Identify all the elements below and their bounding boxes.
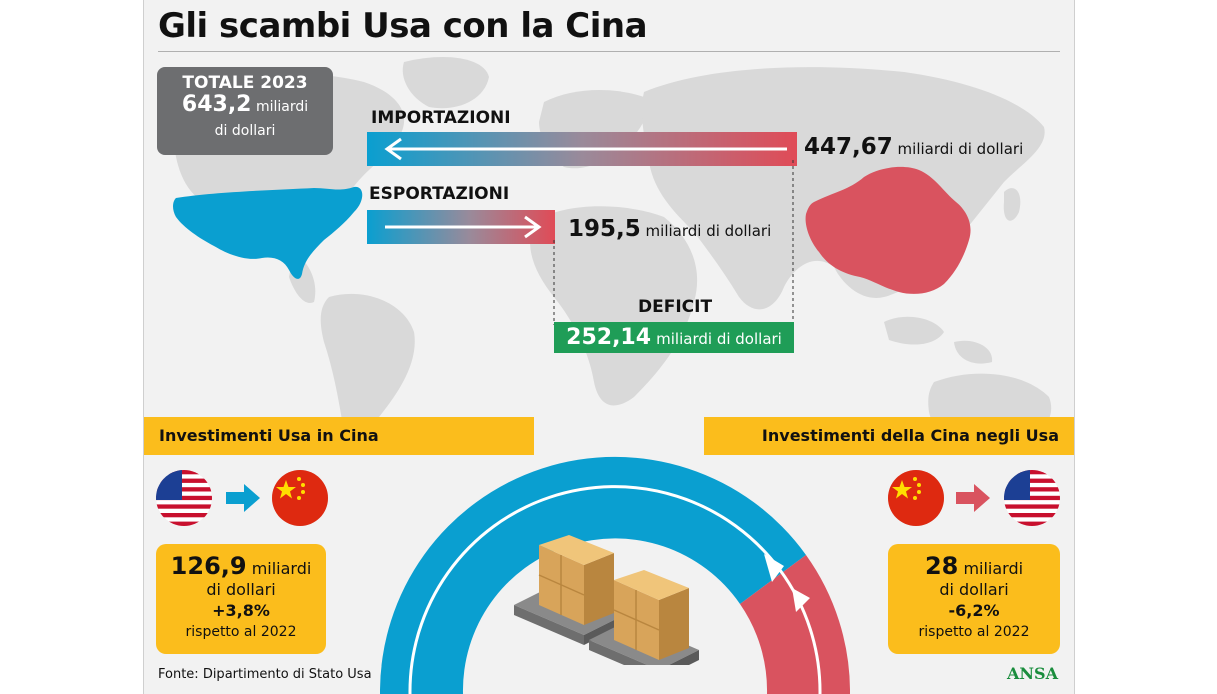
invest-cina-change: -6,2% bbox=[948, 601, 1000, 620]
deficit-guides bbox=[553, 160, 794, 325]
deficit-value: 252,14 bbox=[566, 325, 652, 350]
band-usa-in-cina: Investimenti Usa in Cina bbox=[144, 417, 534, 455]
infographic: Gli scambi Usa con la Cina bbox=[143, 0, 1075, 694]
esportazioni-value: 195,5 bbox=[568, 216, 641, 242]
esportazioni-label: ESPORTAZIONI bbox=[369, 184, 510, 204]
importazioni-amount: 447,67 miliardi di dollari bbox=[804, 134, 1023, 160]
invest-usa-unit2: di dollari bbox=[206, 580, 276, 599]
invest-cina-box: 28 miliardi di dollari -6,2% rispetto al… bbox=[888, 544, 1060, 654]
deficit-box: 252,14 miliardi di dollari bbox=[554, 322, 794, 353]
band-cina-negli-usa: Investimenti della Cina negli Usa bbox=[704, 417, 1074, 455]
totale-value: 643,2 bbox=[181, 92, 252, 117]
invest-cina-compare: rispetto al 2022 bbox=[918, 624, 1030, 640]
totale-unit2: di dollari bbox=[214, 123, 276, 139]
deficit-unit: miliardi di dollari bbox=[656, 330, 782, 348]
china-flag-icon bbox=[272, 470, 328, 526]
totale-box: TOTALE 2023 643,2 miliardi di dollari bbox=[157, 67, 333, 155]
china-flag-icon-right bbox=[888, 470, 944, 526]
page-title: Gli scambi Usa con la Cina bbox=[158, 6, 648, 46]
source-note: Fonte: Dipartimento di Stato Usa bbox=[158, 667, 372, 682]
esportazioni-amount: 195,5 miliardi di dollari bbox=[568, 216, 771, 242]
usa-flag-icon bbox=[156, 470, 212, 526]
world-map bbox=[173, 57, 1052, 450]
pallet-boxes-icon bbox=[514, 535, 699, 665]
ansa-logo: ANSA bbox=[1007, 664, 1059, 683]
invest-cina-unit2: di dollari bbox=[939, 580, 1009, 599]
esportazioni-unit: miliardi di dollari bbox=[645, 222, 772, 240]
importazioni-label: IMPORTAZIONI bbox=[371, 108, 511, 128]
deficit-label: DEFICIT bbox=[638, 297, 713, 317]
arc-arrow-icon bbox=[380, 456, 850, 694]
invest-usa-value: 126,9 bbox=[170, 552, 247, 580]
title-divider bbox=[158, 51, 1060, 52]
china-shape bbox=[805, 166, 971, 294]
invest-cina-value: 28 bbox=[924, 552, 959, 580]
usa-shape bbox=[173, 186, 363, 279]
usa-flag-icon-right bbox=[1004, 470, 1060, 526]
band-cina-label: Investimenti della Cina negli Usa bbox=[761, 426, 1059, 445]
importazioni-value: 447,67 bbox=[804, 134, 893, 160]
invest-usa-compare: rispetto al 2022 bbox=[185, 624, 297, 640]
band-usa-label: Investimenti Usa in Cina bbox=[159, 426, 379, 445]
arrow-right-icon bbox=[226, 484, 260, 512]
totale-heading: TOTALE 2023 bbox=[182, 73, 308, 93]
import-arrow bbox=[367, 132, 797, 166]
importazioni-unit: miliardi di dollari bbox=[897, 140, 1024, 158]
export-arrow bbox=[367, 210, 555, 244]
invest-usa-change: +3,8% bbox=[212, 601, 270, 620]
invest-usa-unit1: miliardi bbox=[251, 559, 312, 578]
totale-unit1: miliardi bbox=[255, 99, 309, 115]
invest-cina-unit1: miliardi bbox=[963, 559, 1024, 578]
arrow-right-icon-red bbox=[956, 484, 990, 512]
invest-usa-box: 126,9 miliardi di dollari +3,8% rispetto… bbox=[156, 544, 326, 654]
